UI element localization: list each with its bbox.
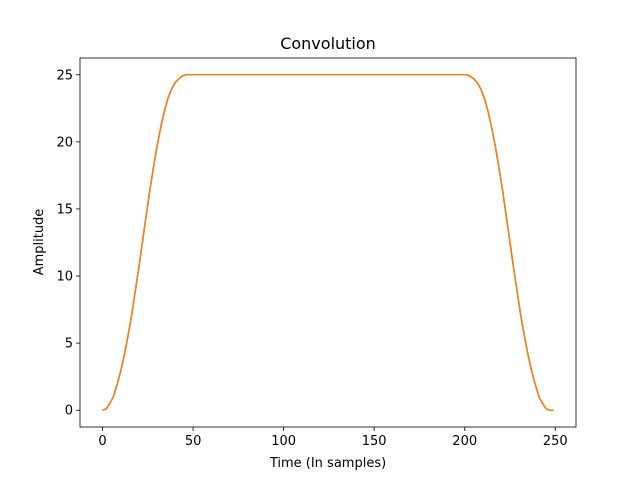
plot-frame <box>79 57 577 428</box>
plot-area <box>80 58 576 427</box>
series-layer <box>102 74 554 411</box>
x-axis-label: Time (In samples) <box>269 456 386 471</box>
y-tick-label: 5 <box>65 337 73 352</box>
y-tick-label: 20 <box>56 135 73 150</box>
x-tick-label: 200 <box>452 434 477 449</box>
x-tick-label: 50 <box>185 434 202 449</box>
x-tick-label: 250 <box>543 434 568 449</box>
x-axis-ticks: 0 50 100 150 200 250 <box>98 427 568 449</box>
y-axis-label: Amplitude <box>32 209 47 276</box>
x-tick-label: 100 <box>271 434 296 449</box>
y-tick-label: 25 <box>56 68 73 83</box>
x-tick-label: 0 <box>98 434 106 449</box>
y-tick-label: 15 <box>56 202 73 217</box>
chart-title: Convolution <box>280 34 376 53</box>
y-axis-ticks: 0 5 10 15 20 25 <box>56 68 80 419</box>
y-tick-label: 0 <box>65 404 73 419</box>
x-tick-label: 150 <box>362 434 387 449</box>
series-line-2 <box>102 74 554 411</box>
y-tick-label: 10 <box>56 270 73 285</box>
